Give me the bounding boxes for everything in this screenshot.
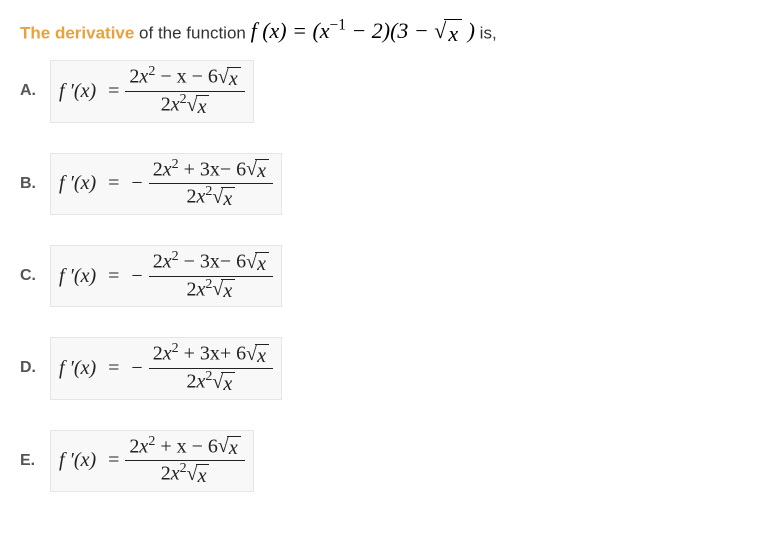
option-label: B. bbox=[20, 175, 50, 193]
question-prompt: The derivative of the function f (x) = (… bbox=[20, 12, 756, 48]
option-math: f ′(x) = 2x2 + x − 6x 2x2x bbox=[50, 430, 254, 492]
option-math: f ′(x) = 2x2 − x − 6x 2x2x bbox=[50, 60, 254, 122]
option-a[interactable]: A. f ′(x) = 2x2 − x − 6x 2x2x bbox=[20, 60, 756, 122]
option-label: D. bbox=[20, 359, 50, 377]
option-b[interactable]: B. f ′(x) = − 2x2 + 3x− 6x 2x2x bbox=[20, 153, 756, 215]
highlight-text: The derivative bbox=[20, 23, 134, 42]
options-list: A. f ′(x) = 2x2 − x − 6x 2x2x B. f ′(x) … bbox=[20, 60, 756, 492]
option-label: E. bbox=[20, 452, 50, 470]
option-label: C. bbox=[20, 267, 50, 285]
option-math: f ′(x) = − 2x2 + 3x− 6x 2x2x bbox=[50, 153, 282, 215]
option-math: f ′(x) = − 2x2 − 3x− 6x 2x2x bbox=[50, 245, 282, 307]
option-e[interactable]: E. f ′(x) = 2x2 + x − 6x 2x2x bbox=[20, 430, 756, 492]
option-d[interactable]: D. f ′(x) = − 2x2 + 3x+ 6x 2x2x bbox=[20, 337, 756, 399]
function-expression: f (x) = (x−1 − 2)(3 − x ) bbox=[251, 18, 475, 43]
option-c[interactable]: C. f ′(x) = − 2x2 − 3x− 6x 2x2x bbox=[20, 245, 756, 307]
option-label: A. bbox=[20, 82, 50, 100]
prompt-after: is, bbox=[475, 23, 497, 42]
prompt-rest: of the function bbox=[134, 23, 250, 42]
option-math: f ′(x) = − 2x2 + 3x+ 6x 2x2x bbox=[50, 337, 282, 399]
